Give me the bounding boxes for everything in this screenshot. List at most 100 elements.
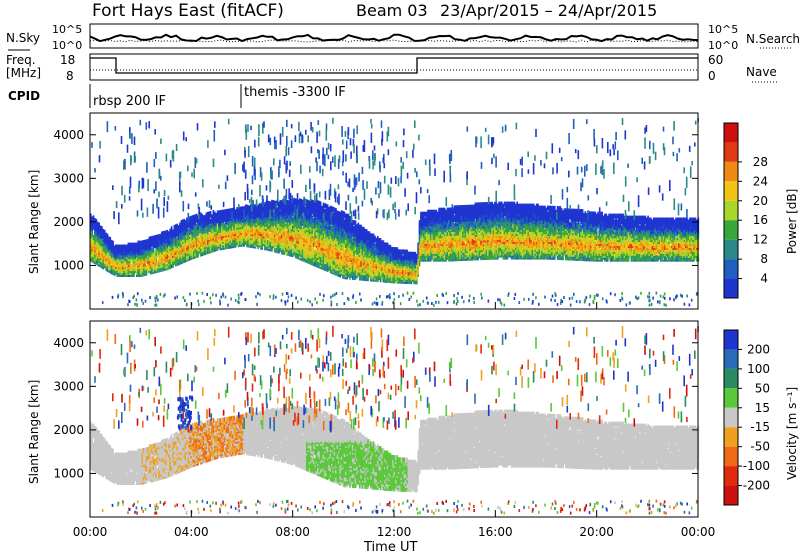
- power-cell: [181, 220, 183, 225]
- power-cell: [111, 265, 113, 270]
- freq-label-line1: Freq.: [6, 53, 36, 67]
- beam-label: Beam 03: [356, 1, 428, 20]
- power-cell: [101, 226, 103, 231]
- power-cell: [157, 268, 159, 273]
- power-cell: [136, 266, 138, 271]
- power-cell: [215, 213, 217, 218]
- power-cell: [165, 264, 167, 269]
- power-cell: [203, 215, 205, 220]
- power-cell: [165, 230, 167, 235]
- power-cell: [193, 215, 195, 220]
- power-cell: [105, 233, 107, 238]
- power-cell: [213, 210, 215, 215]
- nave-tick-bottom: 0: [708, 69, 716, 83]
- power-cell: [126, 266, 128, 271]
- power-cell: [168, 231, 170, 236]
- power-cell: [195, 214, 197, 219]
- power-cell: [135, 243, 137, 248]
- cpid-program-2: themis -3300 IF: [244, 85, 346, 100]
- power-cell: [98, 223, 100, 228]
- power-cell: [188, 229, 190, 234]
- power-cell: [108, 236, 110, 241]
- power-cell: [171, 226, 173, 231]
- power-cell: [172, 230, 174, 235]
- power-cell: [217, 224, 219, 229]
- power-cell: [129, 243, 131, 248]
- nsky-tick-top: 10^5: [52, 23, 82, 36]
- power-cell: [150, 236, 152, 241]
- power-cell: [143, 240, 145, 245]
- plot-canvas: Fort Hays East (fitACF) Beam 03 23/Apr/2…: [0, 0, 800, 554]
- power-cell: [185, 220, 187, 225]
- nsky-panel-frame: [90, 24, 698, 48]
- power-cell: [126, 245, 128, 250]
- power-cell: [196, 224, 198, 229]
- freq-series-line: [90, 58, 698, 73]
- power-cell: [117, 245, 119, 250]
- power-cell: [214, 212, 216, 217]
- power-cell: [97, 222, 99, 227]
- power-cell: [154, 251, 156, 256]
- power-cell: [160, 234, 162, 239]
- station-title: Fort Hays East (fitACF): [92, 1, 284, 21]
- date-range: 23/Apr/2015 – 24/Apr/2015: [440, 1, 657, 20]
- power-cell: [157, 235, 159, 240]
- power-cell: [158, 234, 160, 239]
- freq-tick-bottom: 8: [66, 69, 74, 83]
- power-cell: [114, 246, 116, 251]
- power-cell: [175, 224, 177, 229]
- power-cell: [122, 245, 124, 250]
- nave-tick-top: 60: [708, 53, 723, 67]
- power-cell: [133, 243, 135, 248]
- power-cell: [93, 235, 95, 240]
- power-cell: [123, 245, 125, 250]
- power-cell: [208, 211, 210, 216]
- power-cell: [179, 223, 181, 228]
- power-heatmap-data: [90, 118, 699, 307]
- power-cell: [190, 216, 192, 221]
- power-cell: [149, 237, 151, 242]
- power-cell: [139, 241, 141, 246]
- power-cell: [103, 229, 105, 234]
- power-cell: [208, 233, 210, 238]
- power-cell: [164, 231, 166, 236]
- power-cell: [137, 241, 139, 246]
- power-cell: [211, 214, 213, 219]
- power-cell: [192, 215, 194, 220]
- power-cell: [130, 264, 132, 269]
- power-cell: [202, 214, 204, 219]
- nsearch-tick-top: 10^5: [708, 23, 738, 36]
- power-cell: [169, 229, 171, 234]
- radar-summary-plot: Fort Hays East (fitACF) Beam 03 23/Apr/2…: [0, 0, 800, 554]
- cpid-program-1: rbsp 200 IF: [93, 94, 166, 109]
- power-cell: [119, 245, 121, 250]
- power-cell: [132, 243, 134, 248]
- freq-label-line2: [MHz]: [6, 66, 41, 80]
- power-cell: [161, 231, 163, 236]
- power-cell: [199, 236, 201, 241]
- power-cell: [118, 245, 120, 250]
- power-cell: [147, 239, 149, 244]
- power-cell: [207, 247, 209, 252]
- power-cell: [189, 216, 191, 221]
- power-cell: [182, 219, 184, 224]
- power-cell: [146, 265, 148, 270]
- power-cell: [206, 212, 208, 217]
- nave-label: Nave: [746, 65, 777, 79]
- power-cell: [176, 224, 178, 229]
- nsky-tick-bottom: 10^0: [52, 39, 82, 52]
- power-cell: [104, 230, 106, 235]
- power-cell: [151, 248, 153, 253]
- nsky-label: N.Sky: [6, 31, 40, 45]
- power-cell: [210, 211, 212, 216]
- power-cell: [196, 214, 198, 219]
- power-cell: [91, 216, 93, 221]
- power-cell: [178, 225, 180, 230]
- power-heatmap-panel: 1000200030004000 Slant Range [km]: [27, 113, 699, 309]
- power-cell: [174, 225, 176, 230]
- power-cell: [144, 240, 146, 245]
- power-cell: [210, 219, 212, 224]
- power-cell: [112, 241, 114, 246]
- freq-tick-top: 18: [60, 53, 75, 67]
- power-cell: [190, 243, 192, 248]
